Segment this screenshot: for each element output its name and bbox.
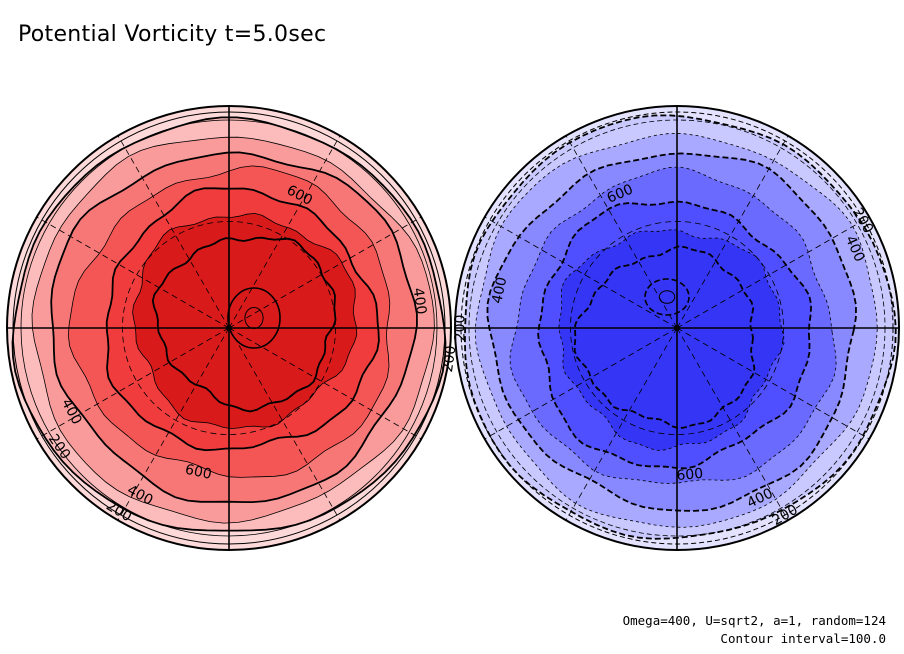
graticule-spoke: [228, 135, 341, 329]
contour-label: 600: [676, 466, 704, 484]
graticule-spoke: [117, 327, 230, 521]
graticule-spoke: [36, 327, 230, 440]
disk-boundary: [454, 105, 900, 551]
graticule-spoke: [676, 216, 870, 329]
graticule-spoke: [228, 216, 422, 329]
contour-label: 400: [410, 287, 430, 316]
chart-title: Potential Vorticity t=5.0sec: [18, 22, 327, 47]
graticule-spoke: [676, 327, 870, 440]
contour-label: 200: [452, 315, 468, 342]
contour-line: [460, 111, 894, 545]
graticule-spoke: [565, 135, 678, 329]
graticule-spoke: [484, 327, 678, 440]
vortex-core: [644, 278, 690, 316]
contour-line: [12, 111, 446, 545]
graticule-spoke: [676, 135, 789, 329]
graticule-spoke: [228, 327, 341, 521]
contour-label: 200: [440, 345, 460, 374]
vortex-core: [227, 287, 281, 349]
graticule-spoke: [484, 216, 678, 329]
graticule-spoke: [117, 135, 230, 329]
contour-band: [573, 245, 756, 430]
graticule-spoke: [565, 327, 678, 521]
graticule-spoke: [676, 327, 789, 521]
contour-label: 600: [184, 462, 213, 483]
contour-interval-note: Contour interval=100.0: [720, 631, 886, 646]
disk-boundary: [6, 105, 452, 551]
contour-label: 400: [489, 276, 510, 305]
graticule-spoke: [228, 327, 422, 440]
contour-line: [20, 119, 438, 537]
graticule-spoke: [36, 216, 230, 329]
pole-marker: [226, 325, 232, 331]
parameters-note: Omega=400, U=sqrt2, a=1, random=124: [622, 613, 886, 628]
pole-marker: [674, 325, 680, 331]
contour-line: [468, 119, 886, 537]
